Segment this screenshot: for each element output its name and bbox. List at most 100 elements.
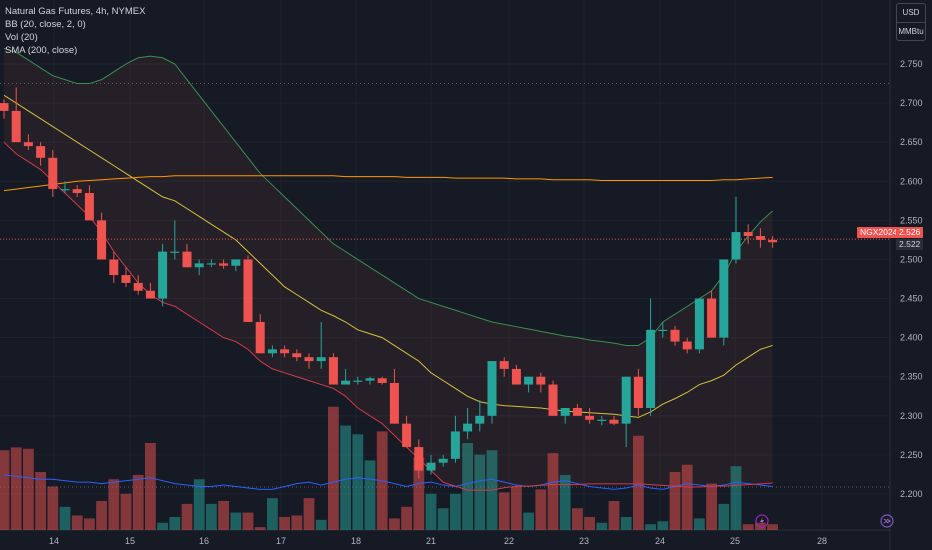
candle [511,365,521,385]
candle [731,196,741,264]
volume-bar [633,435,644,530]
candle-body [707,298,717,338]
candle [548,380,558,416]
candle-body [621,376,631,424]
candle-body [377,378,387,383]
volume-bar [559,474,571,530]
volume-bar [596,522,608,530]
candle [194,259,204,276]
candle-body [768,239,778,243]
time-tick-label: 22 [504,536,514,546]
volume-bar [267,498,278,530]
candle-body [84,193,94,221]
volume-bar [657,521,669,530]
candle [0,99,9,119]
candle-body [755,236,765,240]
price-tick-label: 2.450 [900,294,923,304]
volume-bar [535,489,547,530]
unit-button[interactable]: MMBtu [898,27,924,36]
candle-body [402,423,412,448]
candle-body [219,263,229,266]
currency-unit-box: USD MMBtu [896,3,926,41]
candle [170,220,180,260]
volume-bar [584,516,595,530]
volume-bar [71,515,83,530]
volume-bar [742,524,754,530]
candle-body [694,298,704,350]
candle-body [414,447,424,471]
volume-bar [462,443,473,530]
candle-body [341,380,351,385]
volume-bar [694,518,705,530]
candle-body [353,380,363,382]
candle-body [597,419,607,421]
currency-button[interactable]: USD [902,8,920,17]
candle-body [133,282,143,291]
candle-body [194,263,204,268]
lightning-icon[interactable] [755,514,769,528]
volume-bar [132,474,144,530]
candle-body [243,259,253,322]
volume-bar [315,519,327,530]
candle [109,251,119,283]
lightning-circle [755,514,769,528]
candle-body [316,357,326,362]
volume-bar [145,443,156,530]
volume-bar [328,406,339,530]
candle [450,415,460,463]
candle-body [731,232,741,260]
candle [84,185,94,221]
volume-bar [620,516,632,530]
price-tick-label: 2.300 [900,411,923,421]
candle [206,259,216,268]
volume-bar [279,516,290,530]
candle-body [328,357,338,385]
candle [255,314,265,354]
price-tick-label: 2.750 [900,59,923,69]
volume-bar [23,448,34,530]
candle [219,259,229,269]
price-tick-label: 2.700 [900,98,923,108]
candle [560,408,570,424]
time-tick-label: 25 [730,536,740,546]
price-tick-label: 2.600 [900,176,923,186]
candle [755,228,765,248]
candle [585,408,595,424]
volume-bar [242,512,254,530]
candle [353,376,363,385]
candle-body [231,259,241,266]
legend-indicator-bb[interactable]: BB (20, close, 2, 0) [5,19,86,30]
candle [646,298,656,416]
time-tick-label: 28 [817,536,827,546]
time-axis-labels: 14 15 16 17 18 21 22 23 24 25 28 [49,536,827,546]
candle [463,408,473,440]
candle-body [560,408,570,416]
volume-bar [681,464,693,530]
chart-legend: Natural Gas Futures, 4h, NYMEX BB (20, c… [5,5,145,57]
candle [633,368,643,416]
volume-bar [547,453,559,530]
legend-indicator-vol[interactable]: Vol (20) [5,32,38,43]
volume-bar [230,512,242,530]
price-tick-label: 2.400 [900,333,923,343]
time-tick-label: 17 [276,536,286,546]
realtime-circle [880,514,894,528]
goto-realtime-icon[interactable] [880,514,894,528]
sma-200-line [3,175,773,192]
candle-body [743,232,753,236]
candle-body [426,462,436,471]
candle [231,259,241,272]
legend-title[interactable]: Natural Gas Futures, 4h, NYMEX [5,6,146,17]
legend-indicator-sma[interactable]: SMA (200, close) [5,45,78,56]
candle [158,243,168,307]
volume-bar [389,518,400,530]
time-tick-label: 18 [351,536,361,546]
candle-body [365,378,375,381]
candle [743,224,753,244]
volume-bar [669,472,681,530]
candle [438,454,448,467]
volume-ma-line [3,474,773,490]
volume-bar [0,450,10,530]
price-tick-label: 2.250 [900,450,923,460]
